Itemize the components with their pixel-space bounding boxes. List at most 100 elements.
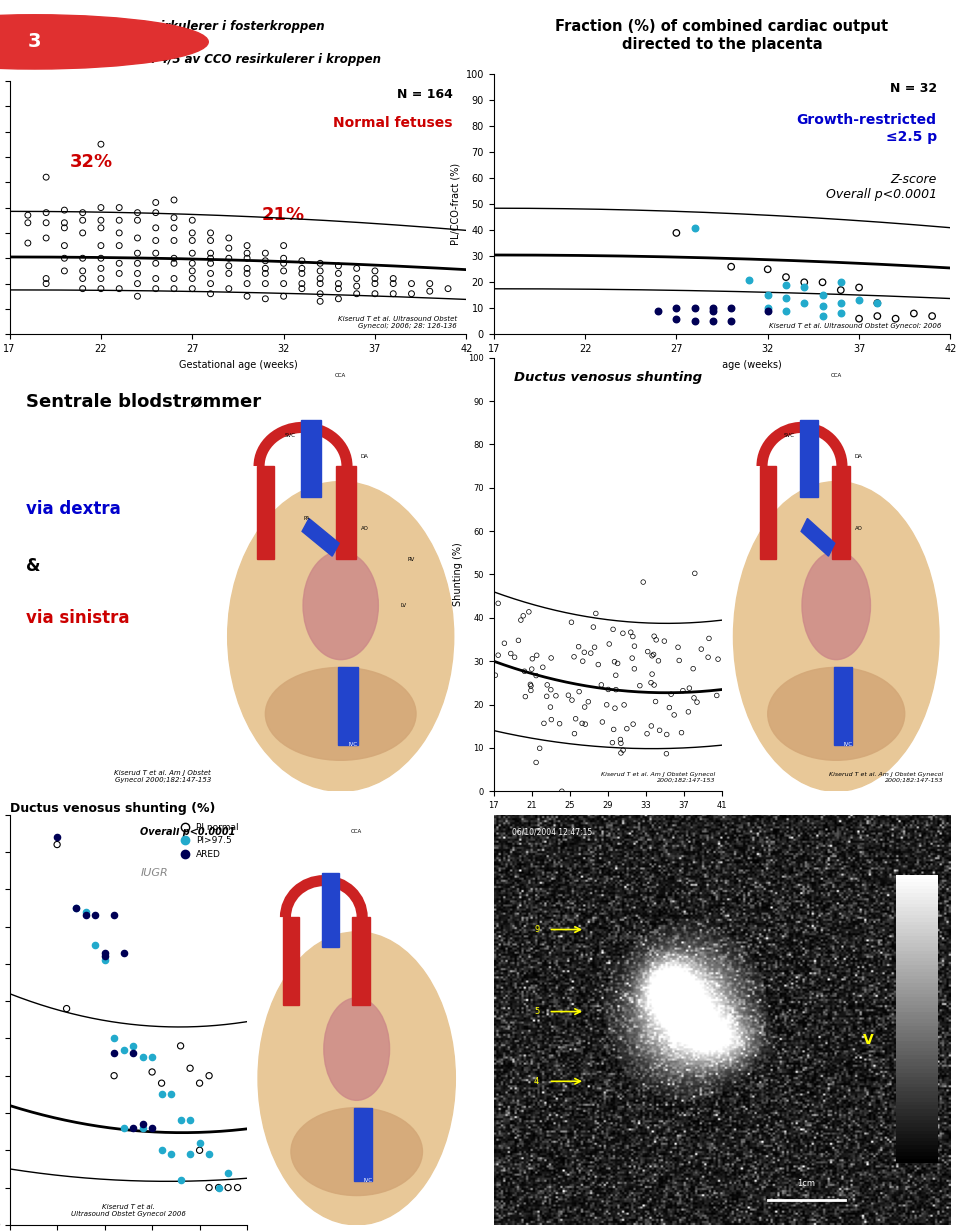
FancyArrow shape xyxy=(336,467,356,559)
Point xyxy=(561,686,576,705)
Ellipse shape xyxy=(324,998,390,1101)
Point xyxy=(202,1066,217,1086)
Point xyxy=(239,273,254,293)
Point xyxy=(93,278,108,298)
Point xyxy=(203,230,218,250)
Point xyxy=(93,198,108,218)
Point xyxy=(93,235,108,255)
Point xyxy=(760,286,776,305)
Text: Kiserud T et al. Am J Obstet Gynecol
2000;182:147-153: Kiserud T et al. Am J Obstet Gynecol 200… xyxy=(601,772,715,783)
Point xyxy=(57,249,72,268)
Text: 9: 9 xyxy=(534,924,540,934)
Text: PA: PA xyxy=(304,516,311,521)
Point xyxy=(626,714,641,734)
Point xyxy=(57,235,72,255)
Point xyxy=(116,943,132,963)
Point xyxy=(111,278,127,298)
Text: 06/10/2004 12:47:15: 06/10/2004 12:47:15 xyxy=(512,827,592,836)
Point xyxy=(386,284,401,304)
Point xyxy=(651,302,666,321)
Point xyxy=(760,260,776,279)
Point xyxy=(760,298,776,318)
FancyArrow shape xyxy=(352,917,370,1006)
Point xyxy=(815,307,830,326)
Point xyxy=(609,680,624,699)
Point xyxy=(107,1029,122,1049)
Point xyxy=(221,1163,236,1183)
Point xyxy=(528,666,543,686)
Point xyxy=(135,1114,151,1134)
Text: Kiserud T et al. Ultrasound Obstet
Gynecol; 2006; 28: 126-136: Kiserud T et al. Ultrasound Obstet Gynec… xyxy=(338,316,457,329)
Point xyxy=(239,259,254,278)
Point xyxy=(528,752,543,772)
Point xyxy=(514,611,529,630)
Point xyxy=(616,696,632,715)
Point xyxy=(166,218,181,238)
Point xyxy=(75,249,90,268)
Point xyxy=(57,261,72,281)
Text: Growth-restricted
≤2.5 p: Growth-restricted ≤2.5 p xyxy=(797,113,937,144)
Point xyxy=(148,203,163,223)
Point xyxy=(20,206,36,225)
Point xyxy=(111,254,127,273)
Text: Kiserud T et al. Ultrasound Obstet Gynecol: 2006: Kiserud T et al. Ultrasound Obstet Gynec… xyxy=(769,323,941,329)
Point xyxy=(148,268,163,288)
Point xyxy=(564,691,580,710)
Point xyxy=(643,716,659,736)
Point xyxy=(184,211,200,230)
Point xyxy=(581,692,596,712)
Point xyxy=(184,261,200,281)
FancyArrow shape xyxy=(831,467,850,559)
Point xyxy=(166,230,181,250)
Point xyxy=(75,268,90,288)
Text: 2/3 av CCO resirkulerer i fosterkroppen: 2/3 av CCO resirkulerer i fosterkroppen xyxy=(64,20,325,33)
Point xyxy=(577,697,592,716)
Point xyxy=(349,276,365,295)
Text: AO: AO xyxy=(854,526,862,531)
Point xyxy=(368,261,383,281)
FancyArrow shape xyxy=(354,1108,372,1181)
Point xyxy=(701,648,716,667)
Point xyxy=(57,201,72,220)
Point xyxy=(97,950,112,970)
Text: CCA: CCA xyxy=(830,373,842,378)
Point xyxy=(257,251,273,271)
Point xyxy=(633,676,648,696)
Point xyxy=(644,665,660,684)
Point xyxy=(660,725,675,745)
Text: Etter 32 uker: 4/5 av CCO resirkulerer i kroppen: Etter 32 uker: 4/5 av CCO resirkulerer i… xyxy=(64,53,381,66)
Point xyxy=(574,714,589,734)
Point xyxy=(57,218,72,238)
Point xyxy=(612,730,628,750)
Point xyxy=(130,244,145,263)
Point xyxy=(606,720,621,740)
Point xyxy=(566,648,582,667)
Point xyxy=(496,634,512,654)
Point xyxy=(331,263,347,283)
Point xyxy=(517,687,533,707)
Point xyxy=(20,213,36,233)
Point xyxy=(491,593,506,613)
Point xyxy=(173,1037,188,1056)
Point xyxy=(870,293,885,313)
Point xyxy=(75,278,90,298)
Point xyxy=(833,281,849,300)
Point xyxy=(706,311,721,331)
Point xyxy=(543,680,559,699)
Point xyxy=(38,273,54,293)
Point xyxy=(525,649,540,668)
Point xyxy=(797,278,812,298)
Point xyxy=(657,632,672,651)
Point xyxy=(675,681,690,700)
X-axis label: Gestational age (weeks): Gestational age (weeks) xyxy=(179,359,298,369)
Ellipse shape xyxy=(768,667,904,761)
Point xyxy=(75,211,90,230)
Text: Kiserud T et al. Am J Obstet Gynecol
2000;182:147-153: Kiserud T et al. Am J Obstet Gynecol 200… xyxy=(829,772,944,783)
Text: IUGR: IUGR xyxy=(140,868,168,878)
Text: IVC: IVC xyxy=(363,1178,372,1183)
Point xyxy=(797,272,812,292)
Point xyxy=(203,273,218,293)
Point xyxy=(670,638,685,657)
Point xyxy=(294,273,309,293)
Point xyxy=(669,223,684,243)
